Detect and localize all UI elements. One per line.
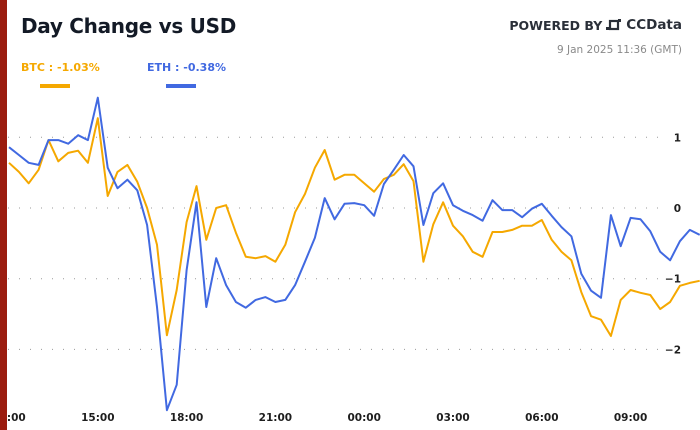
powered-by-label: POWERED BY bbox=[509, 17, 603, 33]
y-tick-label: 1 bbox=[674, 132, 681, 144]
x-tick-label: 21:00 bbox=[259, 412, 292, 424]
x-tick-label: 15:00 bbox=[81, 412, 114, 424]
brand-name: CCData bbox=[626, 17, 682, 33]
legend-eth-swatch bbox=[166, 84, 196, 88]
chart-title: Day Change vs USD bbox=[21, 14, 237, 38]
x-tick-label: 03:00 bbox=[436, 412, 469, 424]
y-tick-label: 0 bbox=[674, 203, 681, 215]
powered-by: POWERED BY CCData bbox=[509, 17, 682, 33]
ccdata-logo-icon bbox=[606, 18, 622, 30]
x-tick-label: 18:00 bbox=[170, 412, 203, 424]
accent-bar bbox=[0, 0, 7, 430]
legend-btc[interactable]: BTC : -1.03% bbox=[21, 61, 100, 74]
legend-btc-swatch bbox=[40, 84, 70, 88]
series-line-eth bbox=[8, 96, 700, 412]
x-tick-label: 00:00 bbox=[347, 412, 380, 424]
y-tick-label: −1 bbox=[665, 274, 681, 286]
y-tick-label: −2 bbox=[665, 344, 681, 356]
timestamp: 9 Jan 2025 11:36 (GMT) bbox=[556, 44, 682, 56]
x-tick-label: 09:00 bbox=[614, 412, 647, 424]
series-line-btc bbox=[8, 117, 700, 337]
x-tick-label: 06:00 bbox=[525, 412, 558, 424]
legend-eth[interactable]: ETH : -0.38% bbox=[147, 61, 227, 74]
